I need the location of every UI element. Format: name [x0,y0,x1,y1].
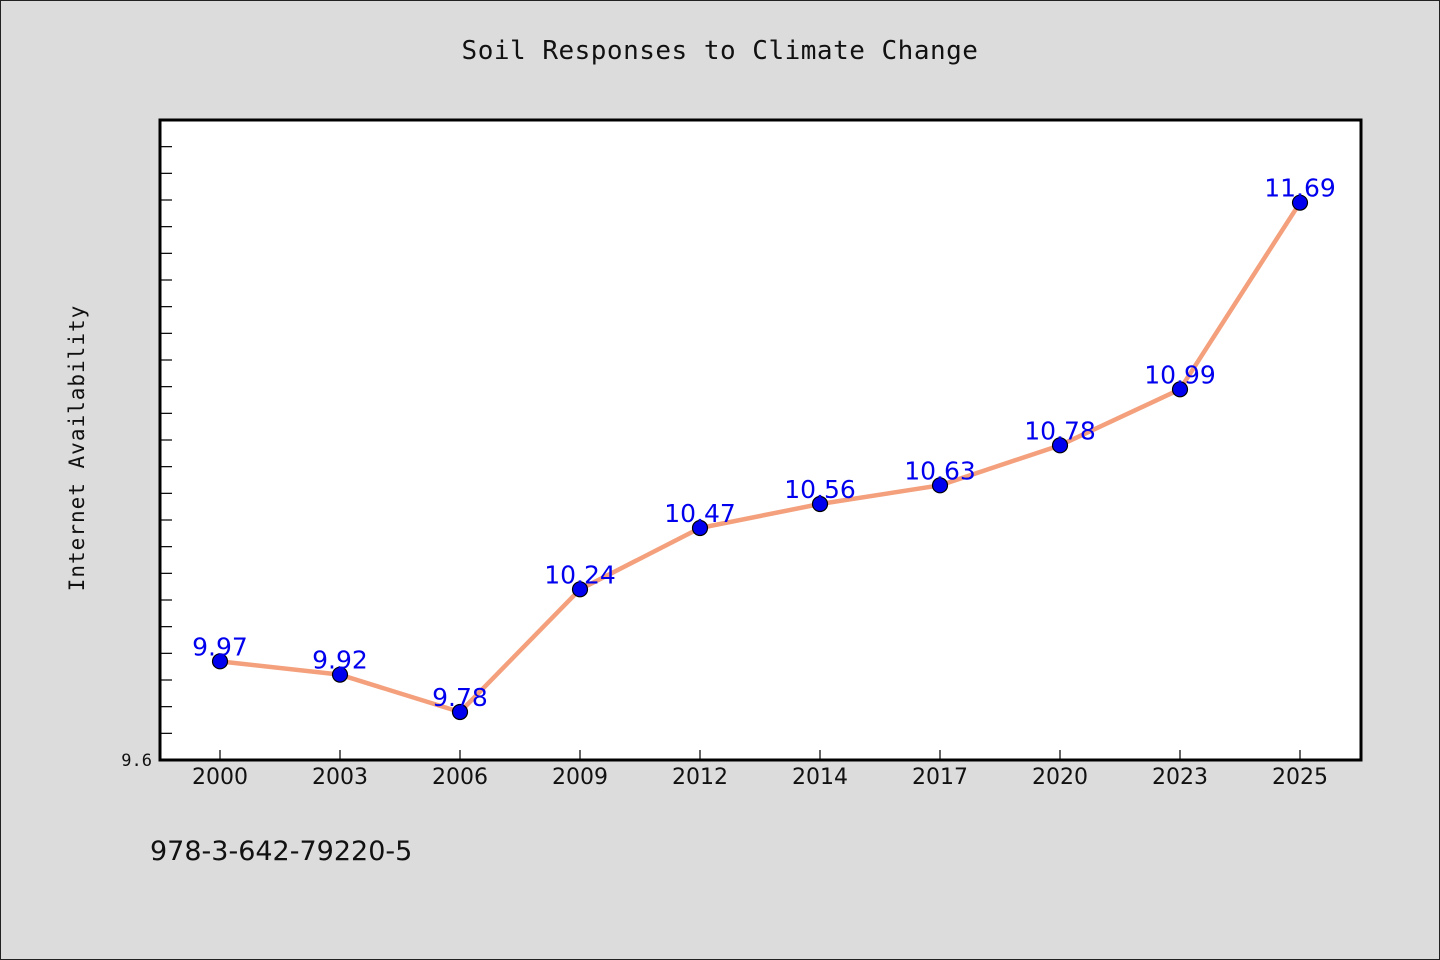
series-markers [211,194,1309,721]
data-label: 10.24 [544,560,616,589]
data-point [931,477,949,494]
data-label: 9.78 [432,683,488,712]
chart-title: Soil Responses to Climate Change [461,36,979,66]
data-label: 10.63 [904,456,976,485]
data-point [1171,381,1189,398]
isbn-footnote: 978-3-642-79220-5 [150,836,413,867]
data-point [811,495,829,513]
data-point [331,666,349,683]
x-tick-label: 2023 [1152,765,1208,790]
data-label: 10.78 [1024,416,1096,445]
x-tick-label: 2012 [672,765,728,790]
data-point [571,581,589,598]
data-label: 10.56 [784,475,856,504]
data-label: 11.69 [1264,174,1336,203]
data-labels: 9.97 9.92 9.78 10.24 10.47 10.56 10.63 10.78 10.… [192,174,1336,712]
x-tick-label: 2017 [912,765,968,790]
x-tick-label: 2020 [1032,765,1088,790]
data-point [1291,194,1309,211]
plot-area [158,118,1363,762]
x-axis-ticks: 2000 2003 2006 2009 2012 2014 2017 2020 2023 2025 [192,750,1328,790]
data-point [691,519,709,537]
series-line [217,200,1303,715]
x-tick-label: 2025 [1272,765,1328,790]
x-tick-label: 2000 [192,765,248,790]
x-tick-label: 2014 [792,765,848,790]
data-label: 9.97 [192,632,248,661]
data-point [451,703,469,721]
x-tick-label: 2009 [552,765,608,790]
y-axis-ticks: 9.6 [121,146,172,771]
data-point [1051,437,1069,454]
data-label: 10.47 [664,499,736,528]
data-point [211,653,229,670]
y-tick-label: 9.6 [121,751,152,771]
x-tick-label: 2006 [432,765,488,790]
data-label: 10.99 [1144,360,1216,389]
data-label: 9.92 [312,646,368,675]
x-tick-label: 2003 [312,765,368,790]
